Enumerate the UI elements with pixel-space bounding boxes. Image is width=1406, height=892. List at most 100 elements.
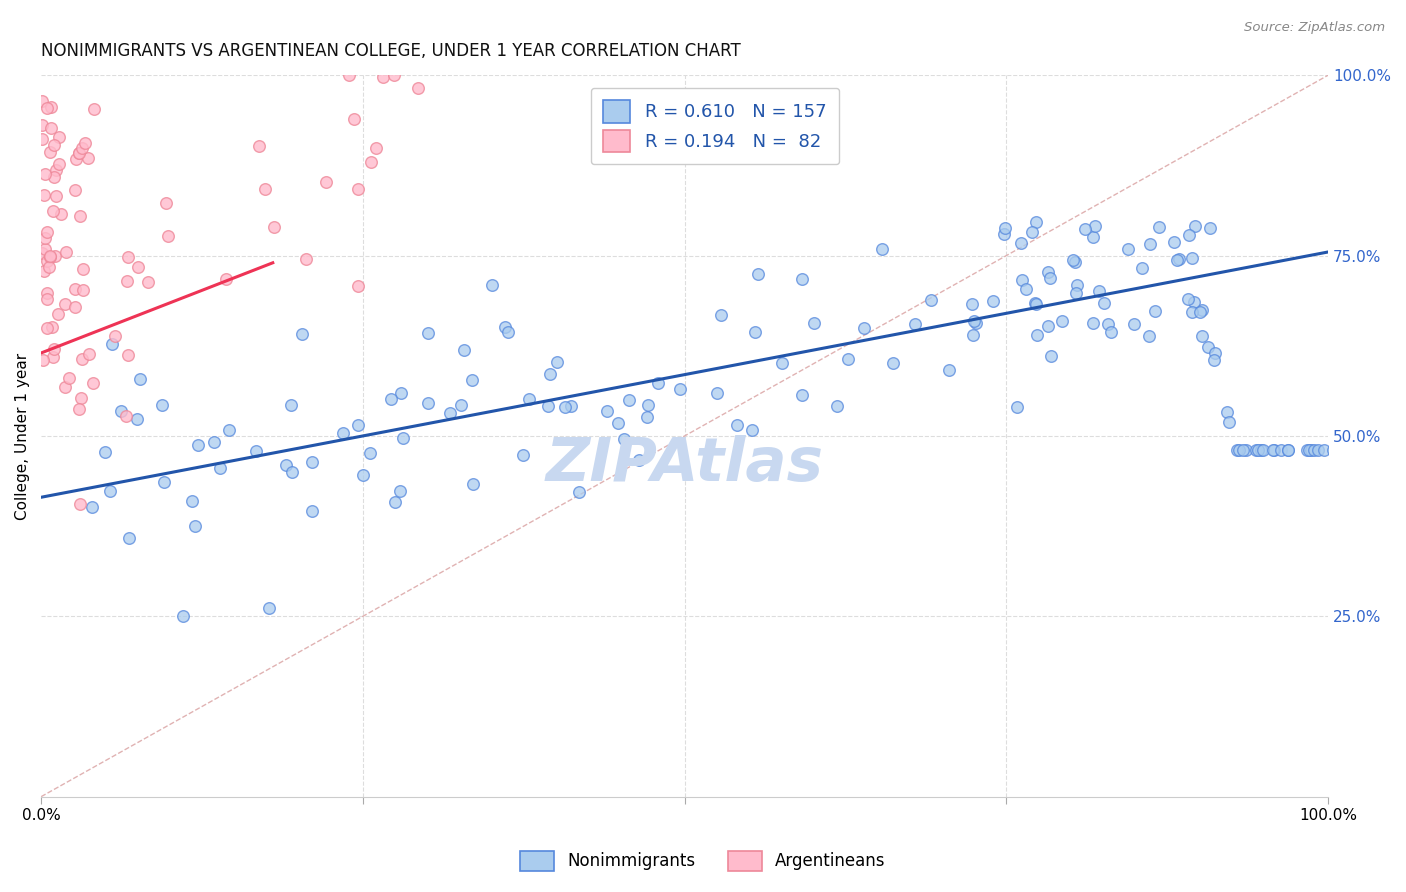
Point (1015, 283, 1038, 297)
Point (960, 297, 983, 311)
Point (1024, 295, 1046, 310)
Point (1139, 237, 1161, 252)
Point (359, 446, 381, 460)
Point (347, 418, 370, 433)
Point (1277, 443, 1299, 458)
Y-axis label: College, Under 1 year: College, Under 1 year (15, 352, 30, 519)
Point (1166, 252, 1188, 267)
Text: ZIPAtlas: ZIPAtlas (546, 435, 824, 494)
Point (48, 157, 70, 171)
Point (1083, 229, 1105, 244)
Point (48, 129, 70, 144)
Point (792, 272, 814, 286)
Point (32, 353, 55, 368)
Point (118, 531, 141, 545)
Point (208, 461, 231, 475)
Point (72, 283, 94, 297)
Point (202, 435, 225, 450)
Point (42, 170, 65, 185)
Point (1088, 284, 1111, 298)
Point (117, 274, 139, 288)
Point (450, 398, 472, 412)
Point (463, 476, 485, 491)
Point (31, 246, 53, 260)
Point (69, 391, 91, 405)
Point (517, 392, 540, 406)
Point (637, 398, 659, 412)
Point (127, 411, 149, 425)
Point (554, 400, 576, 414)
Point (117, 348, 139, 362)
Point (560, 400, 582, 414)
Point (963, 314, 986, 328)
Point (882, 356, 904, 370)
Point (34, 231, 56, 245)
Point (1308, 443, 1330, 458)
Point (460, 374, 482, 388)
Point (744, 325, 766, 339)
Point (669, 382, 692, 396)
Point (77, 347, 100, 361)
Point (1084, 219, 1107, 234)
Point (53, 297, 76, 311)
Point (1137, 328, 1160, 343)
Point (35, 321, 58, 335)
Point (155, 196, 177, 211)
Point (389, 385, 412, 400)
Point (63, 184, 86, 198)
Point (301, 504, 323, 518)
Point (825, 400, 848, 414)
Point (481, 277, 503, 292)
Point (1181, 251, 1204, 265)
Point (332, 425, 354, 440)
Point (512, 448, 534, 462)
Point (1130, 261, 1153, 276)
Point (34, 167, 56, 181)
Point (1199, 221, 1222, 235)
Point (1099, 325, 1122, 339)
Point (77, 152, 100, 166)
Point (37, 225, 59, 239)
Point (152, 475, 174, 489)
Point (1181, 305, 1204, 319)
Point (384, 68, 406, 82)
Point (636, 409, 658, 424)
Point (110, 404, 132, 418)
Point (1040, 349, 1063, 363)
Point (360, 155, 382, 169)
Point (1234, 443, 1257, 458)
Point (39, 100, 62, 114)
Text: Source: ZipAtlas.com: Source: ZipAtlas.com (1244, 21, 1385, 34)
Point (31, 94, 53, 108)
Point (1122, 317, 1144, 331)
Point (1204, 352, 1226, 367)
Point (31, 132, 53, 146)
Point (965, 316, 987, 330)
Point (39, 249, 62, 263)
Point (568, 485, 591, 500)
Point (67, 145, 90, 160)
Point (157, 229, 180, 244)
Point (45, 188, 67, 202)
Point (127, 260, 149, 274)
Point (1270, 443, 1292, 458)
Point (406, 81, 429, 95)
Point (70, 352, 93, 367)
Point (1197, 339, 1219, 353)
Point (498, 325, 520, 339)
Point (1182, 295, 1205, 310)
Point (538, 367, 561, 381)
Point (1092, 295, 1115, 310)
Point (596, 404, 619, 418)
Point (42, 204, 65, 219)
Point (39, 145, 62, 159)
Point (904, 318, 927, 332)
Text: NONIMMIGRANTS VS ARGENTINEAN COLLEGE, UNDER 1 YEAR CORRELATION CHART: NONIMMIGRANTS VS ARGENTINEAN COLLEGE, UN… (41, 42, 741, 60)
Point (1039, 271, 1062, 285)
Point (100, 484, 122, 499)
Point (1011, 273, 1033, 287)
Point (1277, 443, 1299, 458)
Point (41, 320, 63, 334)
Point (1177, 292, 1199, 306)
Point (70, 141, 93, 155)
